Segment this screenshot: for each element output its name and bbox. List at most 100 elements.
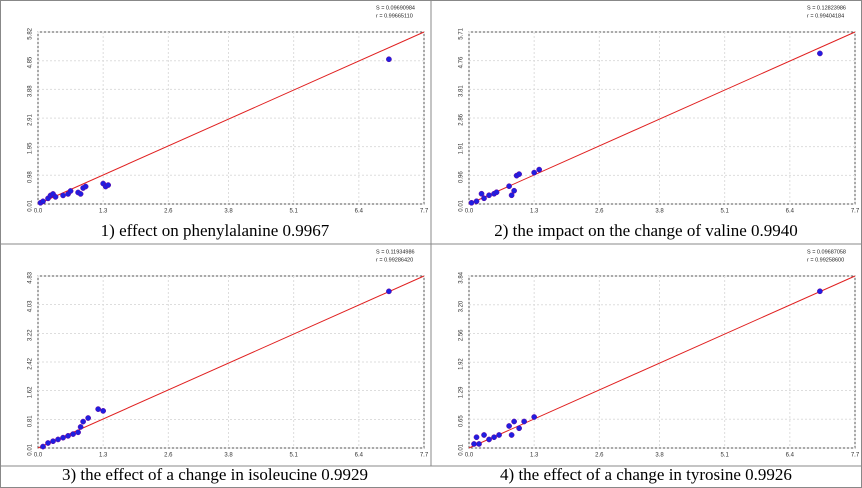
y-tick-label: 0.65 [459,415,465,427]
point [100,408,107,414]
point [508,192,515,199]
y-tick-label: 0.01 [28,199,34,211]
point [473,198,480,205]
y-tick-label: 3.88 [28,85,34,97]
point [496,432,502,438]
y-tick-label: 5.82 [28,27,34,39]
y-tick-label: 1.62 [28,386,34,398]
y-tick-label: 0.01 [459,443,465,455]
x-tick-label: 7.7 [851,209,860,215]
y-tick-label: 0.96 [459,171,465,183]
point [506,183,512,190]
point [511,187,517,194]
y-tick-label: 2.86 [459,113,465,125]
x-tick-label: 1.3 [530,453,539,459]
x-tick-label: 7.7 [420,453,429,459]
point [386,56,392,63]
x-tick-label: 1.3 [99,209,108,215]
y-tick-label: 3.20 [459,300,465,312]
point [486,192,492,199]
stat-label: S = 0.11934986 [376,249,415,255]
x-tick-label: 3.8 [224,209,233,215]
x-tick-label: 7.7 [851,453,860,459]
point [531,414,538,420]
stat-label: r = 0.99404184 [807,13,844,19]
x-tick-label: 0.0 [465,453,474,459]
point [478,190,485,197]
y-tick-label: 1.95 [28,142,34,154]
y-tick-label: 3.84 [459,271,465,283]
y-tick-label: 2.42 [28,357,34,369]
point [536,166,543,173]
point [493,189,500,196]
point [85,415,91,421]
chart-title: 4) the effect of a change in tyrosine 0.… [500,465,792,484]
x-tick-label: 0.0 [465,209,474,215]
point [67,188,74,194]
point [471,441,477,447]
fit-line [37,31,425,205]
point [476,441,482,447]
point [508,432,515,438]
point [55,436,61,443]
x-tick-label: 6.4 [786,453,795,459]
stat-label: S = 0.09687058 [807,249,846,255]
y-tick-label: 1.91 [459,142,465,154]
y-tick-label: 5.71 [459,27,465,39]
point [60,192,66,199]
y-tick-label: 4.85 [28,56,34,68]
x-tick-label: 5.1 [289,209,298,215]
point [50,438,56,445]
y-tick-label: 3.81 [459,85,465,97]
x-tick-label: 3.8 [224,453,233,459]
stat-label: S = 0.12823986 [807,5,846,11]
y-tick-label: 0.98 [28,171,34,183]
point [481,195,487,202]
stat-label: S = 0.09690984 [376,5,415,11]
point [95,406,102,412]
point [468,199,475,206]
x-tick-label: 2.6 [164,209,173,215]
x-tick-label: 6.4 [355,209,364,215]
point [486,436,492,443]
point [531,169,538,176]
point [516,171,522,177]
x-tick-label: 2.6 [164,453,173,459]
point [40,443,46,450]
x-tick-label: 1.3 [530,209,539,215]
y-tick-label: 4.76 [459,56,465,68]
y-tick-label: 0.01 [28,443,34,455]
point [45,440,51,446]
x-tick-label: 0.0 [34,453,43,459]
x-tick-label: 2.6 [595,453,604,459]
point [481,432,487,438]
fit-line [37,275,425,449]
stat-label: r = 0.99286420 [376,257,413,263]
chart-title: 2) the impact on the change of valine 0.… [494,221,798,240]
point [506,423,512,429]
point [80,418,86,425]
point [75,429,81,436]
chart-title: 3) the effect of a change in isoleucine … [62,465,368,484]
x-tick-label: 7.7 [420,209,429,215]
y-tick-label: 1.92 [459,358,465,370]
point [82,183,89,190]
y-tick-label: 4.03 [28,300,34,312]
point [491,434,497,441]
point [77,424,84,430]
point [65,433,71,439]
x-tick-label: 5.1 [289,453,298,459]
stat-label: r = 0.99258600 [807,257,844,263]
point [521,418,527,425]
y-tick-label: 1.29 [459,386,465,398]
y-tick-label: 3.22 [28,329,34,341]
x-tick-label: 1.3 [99,453,108,459]
point [40,198,46,205]
chart-title: 1) effect on phenylalanine 0.9967 [101,221,330,240]
y-tick-label: 0.81 [28,415,34,427]
y-tick-label: 2.91 [28,113,34,125]
point [817,50,823,57]
x-tick-label: 6.4 [355,453,364,459]
y-tick-label: 4.83 [28,271,34,283]
